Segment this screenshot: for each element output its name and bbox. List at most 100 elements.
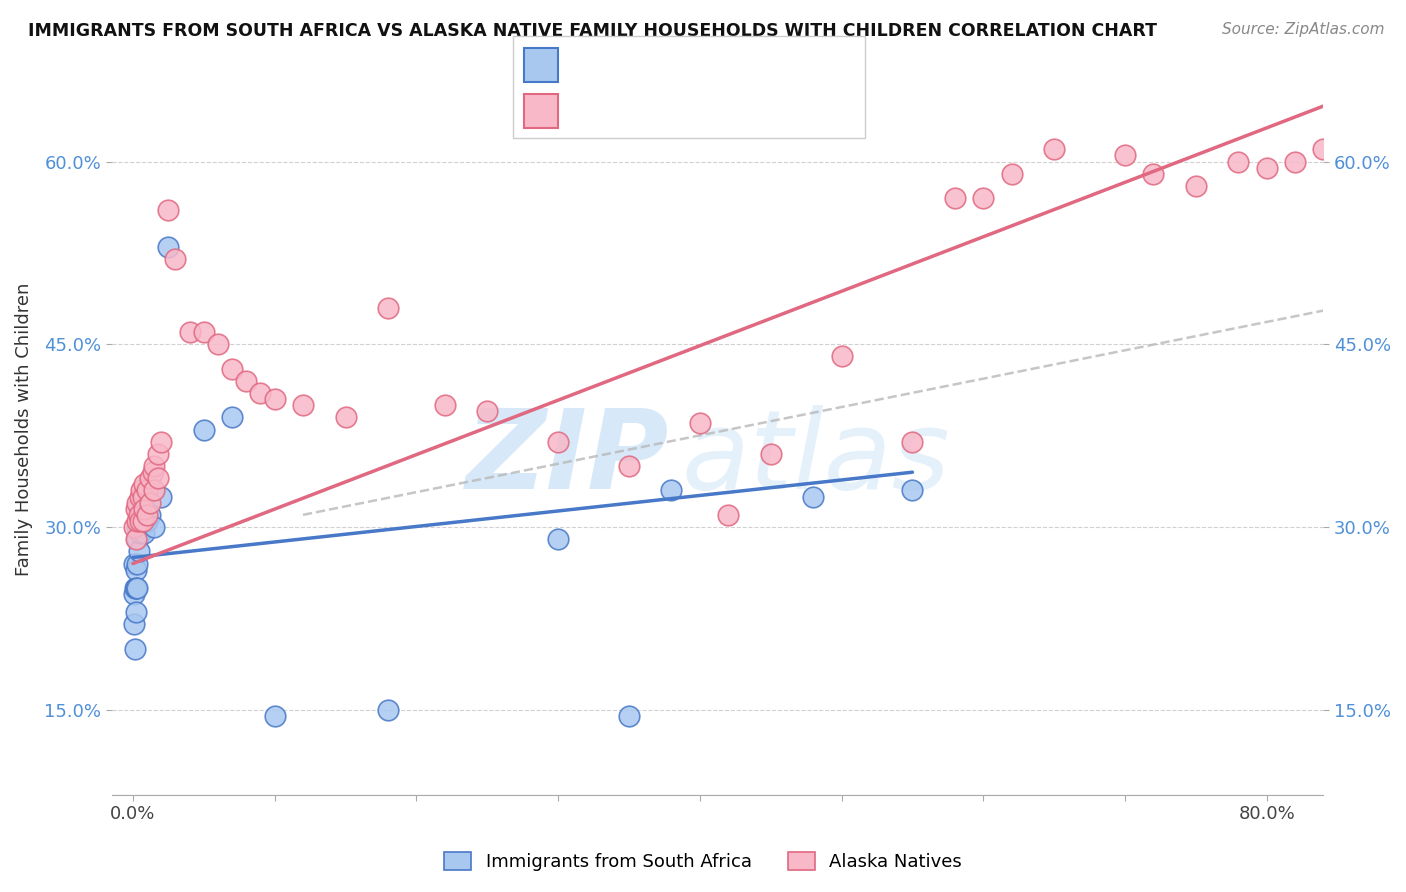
Point xyxy=(1256,161,1278,175)
Point xyxy=(717,508,740,522)
Point xyxy=(136,483,159,498)
Text: N =: N = xyxy=(668,55,711,74)
Point xyxy=(125,532,148,546)
Point xyxy=(127,520,149,534)
Point xyxy=(1369,130,1392,145)
Point xyxy=(128,520,150,534)
Point xyxy=(124,587,146,601)
Point xyxy=(139,508,162,522)
Point xyxy=(193,325,215,339)
Point xyxy=(124,581,146,595)
Point xyxy=(131,483,153,498)
Point xyxy=(150,490,173,504)
Point xyxy=(547,434,569,449)
Point xyxy=(617,709,640,723)
Text: 0.412: 0.412 xyxy=(598,100,659,119)
Point xyxy=(127,496,149,510)
Text: ZIP: ZIP xyxy=(465,405,669,512)
Point xyxy=(1185,178,1208,193)
Point xyxy=(661,483,683,498)
Point xyxy=(132,490,155,504)
Point xyxy=(1142,167,1164,181)
Point xyxy=(759,447,782,461)
Point xyxy=(124,557,146,571)
Text: 33: 33 xyxy=(700,55,727,74)
Point xyxy=(127,532,149,546)
Point xyxy=(125,501,148,516)
Point xyxy=(136,514,159,528)
Point xyxy=(134,477,156,491)
Point xyxy=(943,191,966,205)
Point xyxy=(139,496,162,510)
Point xyxy=(1312,142,1334,156)
Point xyxy=(127,557,149,571)
Point xyxy=(129,514,152,528)
Point xyxy=(131,514,153,528)
Point xyxy=(129,490,152,504)
Point xyxy=(129,501,152,516)
Point xyxy=(801,490,824,504)
Point xyxy=(235,374,257,388)
Point xyxy=(433,398,456,412)
Point xyxy=(263,709,285,723)
Point xyxy=(1340,154,1362,169)
Point xyxy=(127,514,149,528)
Point xyxy=(377,703,399,717)
Point xyxy=(477,404,499,418)
Point xyxy=(617,459,640,474)
Point xyxy=(1284,154,1306,169)
Point xyxy=(179,325,201,339)
Point xyxy=(1001,167,1024,181)
Point xyxy=(157,240,180,254)
Point xyxy=(335,410,357,425)
Text: R =: R = xyxy=(565,55,607,74)
Point xyxy=(263,392,285,406)
Point xyxy=(127,581,149,595)
Text: 0.175: 0.175 xyxy=(598,55,659,74)
Point xyxy=(221,410,243,425)
Point xyxy=(1043,142,1066,156)
Point xyxy=(901,483,924,498)
Point xyxy=(143,483,166,498)
Point xyxy=(972,191,994,205)
Point xyxy=(689,417,711,431)
Point xyxy=(165,252,187,266)
Point xyxy=(136,508,159,522)
Text: R =: R = xyxy=(565,100,607,119)
Point xyxy=(124,520,146,534)
Point xyxy=(547,532,569,546)
Point xyxy=(143,459,166,474)
Point xyxy=(1114,148,1136,162)
Point xyxy=(249,386,271,401)
Point xyxy=(148,471,170,485)
Point xyxy=(128,508,150,522)
Point xyxy=(125,563,148,577)
Point xyxy=(129,526,152,541)
Point xyxy=(124,617,146,632)
Point xyxy=(831,350,853,364)
Text: atlas: atlas xyxy=(681,405,950,512)
Point xyxy=(377,301,399,315)
Point xyxy=(193,423,215,437)
Point xyxy=(125,605,148,619)
Point xyxy=(143,520,166,534)
Text: N =: N = xyxy=(668,100,711,119)
Text: 57: 57 xyxy=(700,100,727,119)
Point xyxy=(1227,154,1250,169)
Point xyxy=(142,465,165,479)
Point xyxy=(148,447,170,461)
Point xyxy=(128,544,150,558)
Point xyxy=(132,514,155,528)
Text: IMMIGRANTS FROM SOUTH AFRICA VS ALASKA NATIVE FAMILY HOUSEHOLDS WITH CHILDREN CO: IMMIGRANTS FROM SOUTH AFRICA VS ALASKA N… xyxy=(28,22,1157,40)
Point xyxy=(132,496,155,510)
Point xyxy=(207,337,229,351)
Y-axis label: Family Households with Children: Family Households with Children xyxy=(15,283,32,576)
Point xyxy=(124,641,146,656)
Point xyxy=(134,526,156,541)
Point xyxy=(291,398,314,412)
Text: Source: ZipAtlas.com: Source: ZipAtlas.com xyxy=(1222,22,1385,37)
Point xyxy=(901,434,924,449)
Legend: Immigrants from South Africa, Alaska Natives: Immigrants from South Africa, Alaska Nat… xyxy=(437,845,969,879)
Point xyxy=(125,581,148,595)
Point xyxy=(221,361,243,376)
